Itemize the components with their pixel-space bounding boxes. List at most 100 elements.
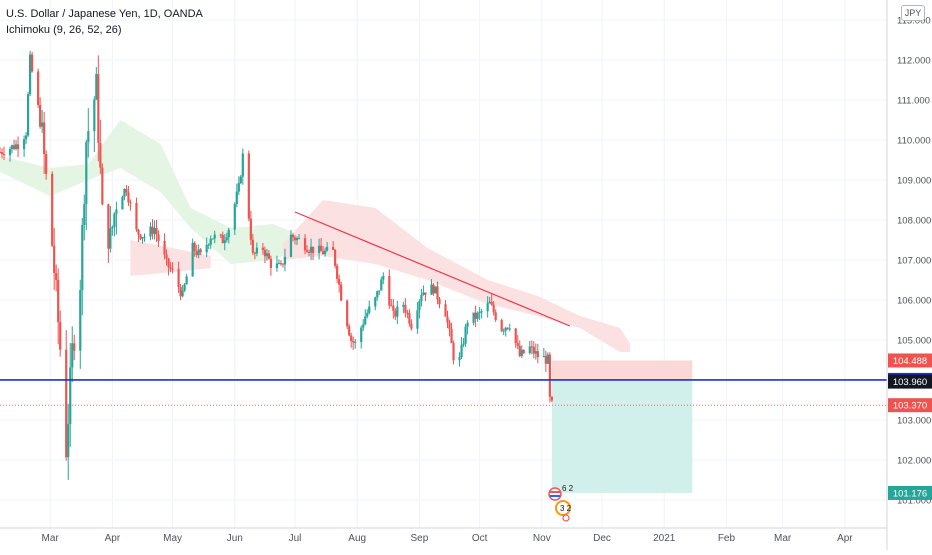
price-label-bg	[888, 485, 932, 500]
candle-body	[323, 250, 327, 255]
candle-body	[450, 328, 453, 344]
candle-body	[364, 316, 367, 325]
candle-body	[480, 311, 483, 313]
candle-body	[261, 247, 264, 250]
candle-body	[277, 263, 281, 265]
candle-body	[171, 268, 174, 270]
candle-body	[101, 167, 104, 205]
candle-body	[12, 145, 16, 149]
events-badge[interactable]: 6 2 3 2	[548, 484, 574, 522]
candle-body	[109, 228, 112, 249]
candle-body	[97, 74, 100, 143]
trend-line[interactable]	[294, 211, 571, 327]
candle-body	[516, 343, 519, 346]
candle-body	[73, 343, 76, 351]
candle-body	[368, 306, 371, 313]
y-tick-label: 107.000	[897, 256, 931, 267]
us-flag-icon[interactable]	[548, 487, 562, 501]
candle-body	[81, 224, 84, 291]
candle-body	[22, 139, 26, 150]
x-tick-label: Nov	[533, 533, 551, 544]
flag-stripe-icon	[550, 495, 560, 497]
cloud-segment	[0, 120, 304, 264]
candle-body	[472, 312, 475, 323]
candle-body	[374, 297, 377, 307]
ichimoku-cloud	[0, 120, 631, 352]
candle-body	[311, 246, 315, 254]
candle-body	[51, 173, 54, 246]
y-tick-label: 112.000	[897, 56, 931, 67]
candle-body	[548, 354, 551, 397]
candle-body	[241, 153, 244, 177]
candle-body	[303, 238, 307, 251]
candle-body	[448, 322, 451, 329]
candle-body	[157, 234, 160, 241]
candle-body	[382, 276, 385, 280]
candle-body	[207, 244, 210, 246]
candle-body	[452, 343, 455, 361]
chart-legend: U.S. Dollar / Japanese Yen, 1D, OANDA Ic…	[6, 6, 203, 38]
candle-body	[125, 189, 128, 193]
x-tick-label: Apr	[105, 533, 121, 544]
earnings-icon[interactable]	[555, 500, 571, 516]
candle-body	[326, 246, 329, 251]
candle-body	[321, 251, 325, 255]
candle-body	[458, 357, 461, 361]
candle-body	[297, 238, 301, 240]
candle-body	[223, 240, 226, 244]
candle-body	[350, 335, 353, 341]
candle-body	[346, 300, 349, 327]
currency-button[interactable]: JPY	[901, 5, 925, 21]
candle-body	[305, 250, 309, 252]
price-label: 103.370	[893, 401, 927, 412]
y-tick-label: 111.000	[897, 96, 930, 107]
cloud-segment	[282, 200, 631, 352]
candle-body	[362, 324, 365, 328]
price-label-bg	[888, 398, 932, 413]
candle-body	[113, 213, 116, 227]
candle-body	[111, 226, 114, 229]
candle-body	[197, 249, 200, 255]
indicator-title[interactable]: Ichimoku (9, 26, 52, 26)	[6, 24, 122, 36]
candle-body	[69, 367, 72, 425]
candle-body	[221, 234, 224, 244]
candle-body	[295, 238, 299, 241]
candle-body	[233, 204, 236, 230]
position-zones	[551, 360, 693, 493]
x-tick-label: Sep	[411, 533, 429, 544]
drawings[interactable]	[0, 211, 887, 406]
events-count-top: 6 2	[562, 484, 574, 493]
candle-body	[269, 258, 273, 269]
dividend-icon[interactable]	[562, 514, 570, 522]
candle-body	[267, 253, 271, 259]
candle-body	[193, 242, 196, 252]
candle-body	[71, 343, 74, 368]
candle-body	[348, 326, 351, 336]
x-tick-label: May	[163, 533, 182, 544]
candle-body	[366, 312, 369, 317]
candle-body	[360, 327, 363, 343]
candle-body	[446, 316, 449, 323]
candle-body	[26, 94, 30, 136]
candle-body	[239, 176, 242, 184]
x-tick-label: Apr	[837, 533, 853, 544]
candle-body	[352, 340, 355, 343]
stop-loss-zone	[551, 360, 693, 380]
x-tick-label: Mar	[774, 533, 792, 544]
candle-body	[502, 330, 505, 332]
candle-body	[462, 343, 465, 345]
candle-body	[31, 54, 34, 72]
x-tick-label: 2021	[653, 533, 676, 544]
candle-body	[139, 234, 142, 239]
candle-body	[169, 267, 172, 269]
candle-body	[534, 351, 537, 354]
candle-body	[191, 242, 194, 277]
candle-body	[420, 294, 423, 302]
candle-body	[466, 322, 469, 327]
x-tick-label: Jun	[227, 533, 243, 544]
candle-body	[460, 344, 463, 358]
candle-body	[490, 301, 493, 305]
symbol-title[interactable]: U.S. Dollar / Japanese Yen, 1D, OANDA	[6, 8, 203, 20]
